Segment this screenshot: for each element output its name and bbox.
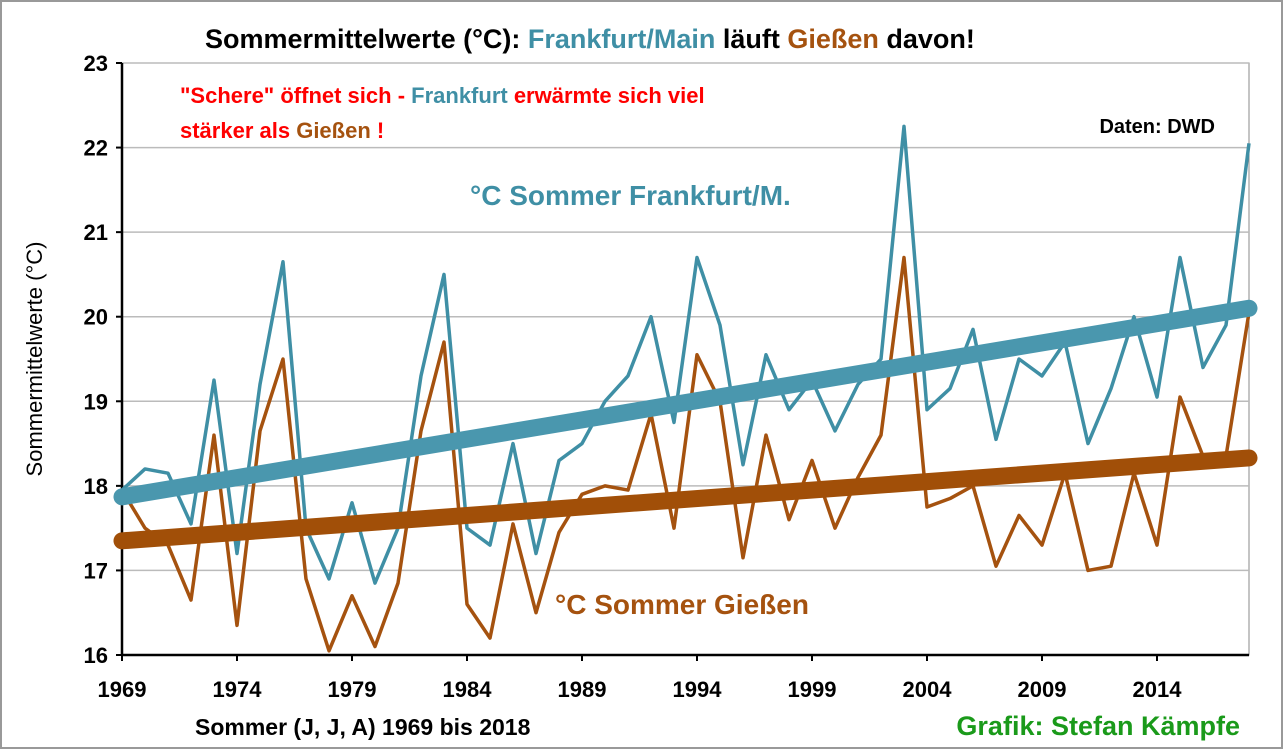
x-tick-label: 2014 <box>1133 677 1183 702</box>
annotation: stärker als Gießen ! <box>180 118 384 143</box>
annotation-part: Frankfurt <box>411 83 508 108</box>
y-tick-label: 23 <box>84 51 108 76</box>
x-tick-label: 1989 <box>558 677 607 702</box>
annotation: "Schere" öffnet sich - Frankfurt erwärmt… <box>180 83 705 108</box>
plot-area <box>121 62 1250 656</box>
trend-line <box>113 299 1258 506</box>
x-tick-label: 1984 <box>443 677 493 702</box>
series-label: °C Sommer Frankfurt/M. <box>470 180 791 211</box>
annotation-part: stärker als <box>180 118 296 143</box>
annotation-part: Gießen <box>296 118 371 143</box>
series-label: °C Sommer Gießen <box>555 589 809 620</box>
y-tick-label: 16 <box>84 643 108 668</box>
chart-title: Sommermittelwerte (°C): Frankfurt/Main l… <box>205 24 975 54</box>
y-tick-label: 17 <box>84 558 108 583</box>
x-tick-label: 1999 <box>788 677 837 702</box>
y-tick-label: 20 <box>84 305 108 330</box>
chart-title-part: Frankfurt/Main <box>528 24 716 54</box>
y-tick-label: 22 <box>84 136 108 161</box>
chart-title-part: läuft <box>715 24 787 54</box>
x-tick-label: 2009 <box>1018 677 1067 702</box>
data-line <box>120 255 1251 653</box>
x-tick-label: 2004 <box>903 677 953 702</box>
y-axis-label: Sommermittelwerte (°C) <box>22 242 47 477</box>
trend-line <box>113 449 1258 550</box>
chart-title-part: Gießen <box>787 24 879 54</box>
annotation-part: ! <box>371 118 384 143</box>
credit: Grafik: Stefan Kämpfe <box>956 711 1240 741</box>
x-tick-label: 1979 <box>328 677 377 702</box>
annotation-part: "Schere" öffnet sich - <box>180 83 411 108</box>
chart-title-part: davon! <box>879 24 975 54</box>
x-tick-label: 1974 <box>213 677 263 702</box>
x-tick-label: 1969 <box>98 677 147 702</box>
chart-title-part: Sommermittelwerte (°C): <box>205 24 528 54</box>
y-tick-label: 19 <box>84 389 108 414</box>
annotation-part: erwärmte sich viel <box>508 83 705 108</box>
x-axis-label: Sommer (J, J, A) 1969 bis 2018 <box>195 714 531 740</box>
y-tick-label: 18 <box>84 474 108 499</box>
x-tick-label: 1994 <box>673 677 723 702</box>
y-tick-label: 21 <box>84 220 108 245</box>
source: Daten: DWD <box>1099 116 1215 138</box>
